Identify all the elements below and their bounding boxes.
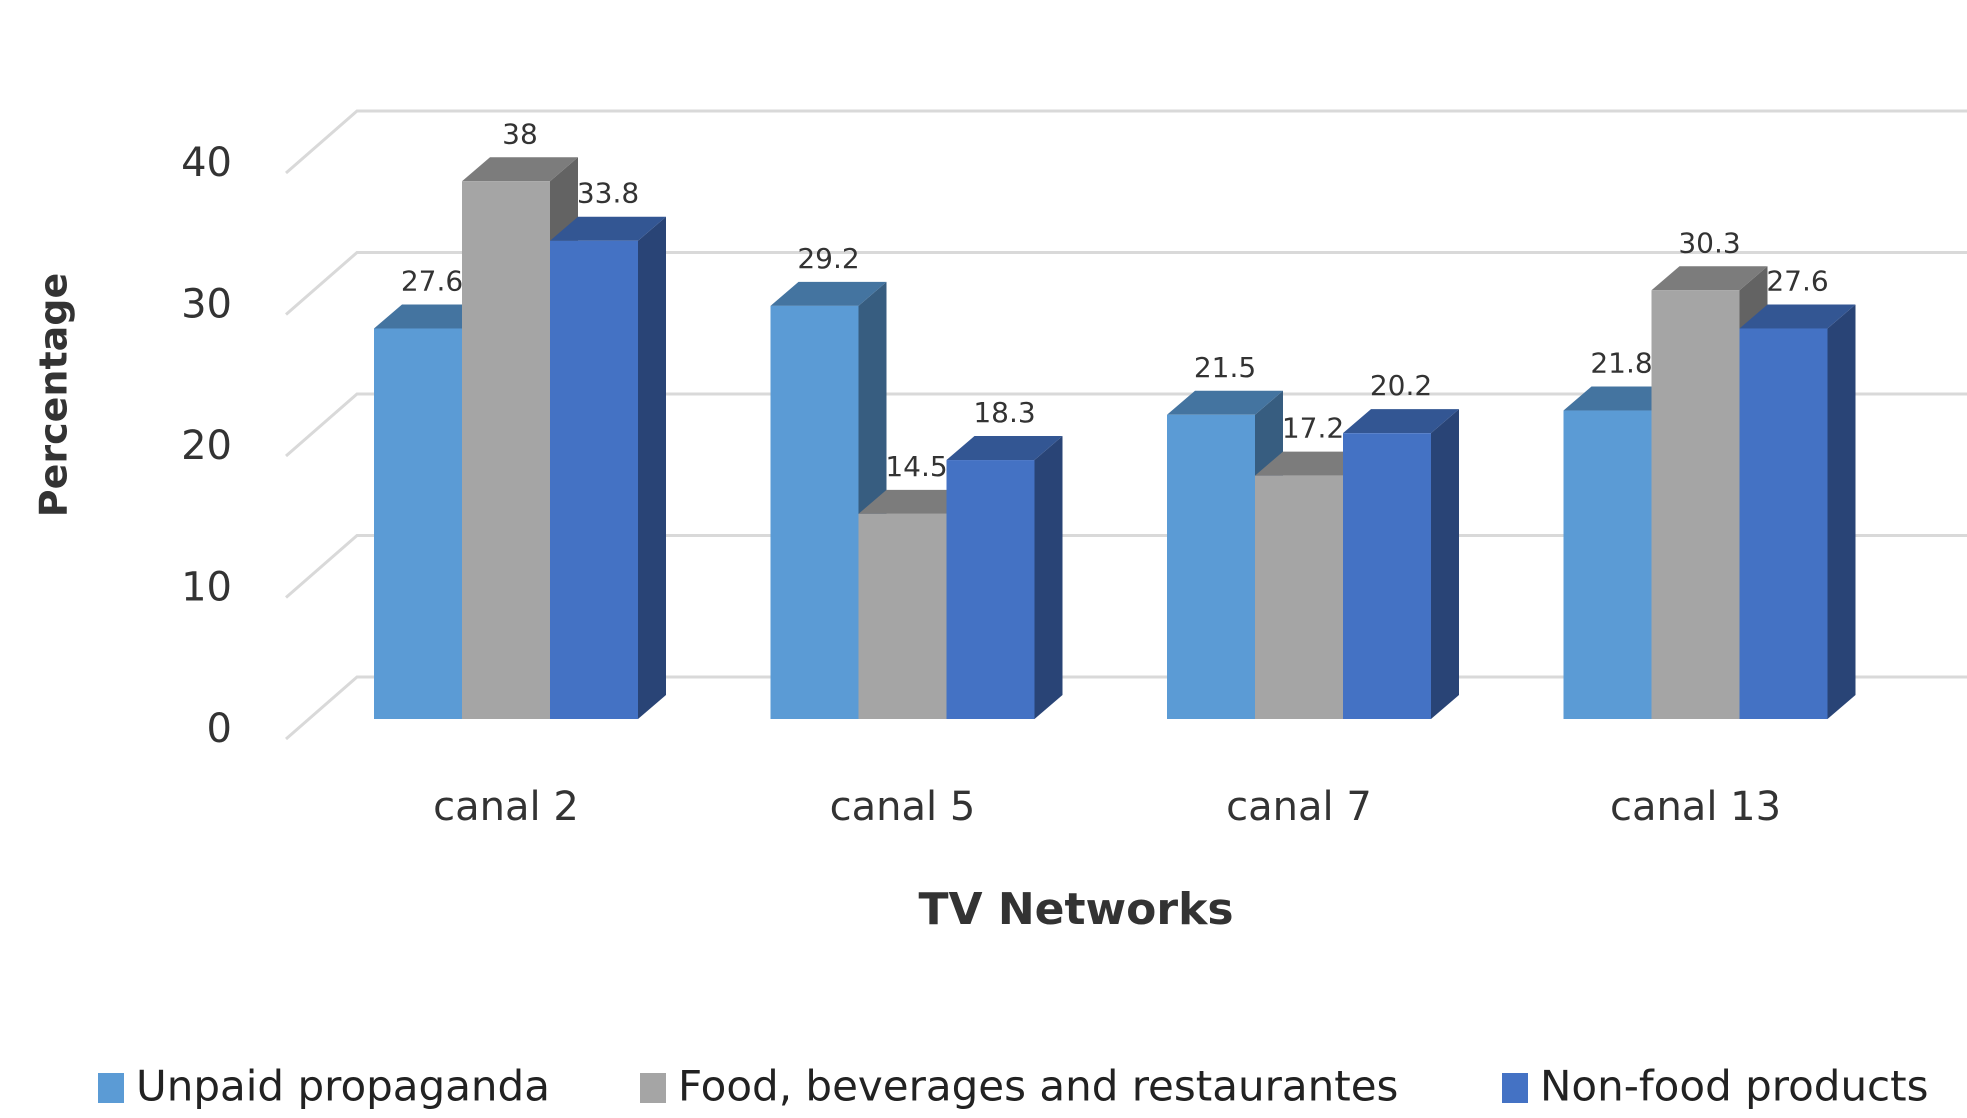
bar <box>550 240 638 720</box>
y-axis-title: Percentage <box>32 273 76 518</box>
bar <box>1167 414 1255 719</box>
bar <box>770 305 859 719</box>
bar-top <box>858 489 975 514</box>
bar-side <box>638 216 666 720</box>
bar-top <box>946 436 1063 461</box>
data-label: 21.8 <box>1590 347 1652 380</box>
legend-label: Food, beverages and restaurantes <box>678 1062 1398 1111</box>
data-label: 33.8 <box>577 177 639 210</box>
data-label: 14.5 <box>885 450 947 483</box>
bar <box>946 460 1035 719</box>
legend-label: Unpaid propaganda <box>136 1062 550 1111</box>
legend-swatch <box>1502 1073 1528 1103</box>
bar <box>462 181 550 720</box>
bar-top <box>1343 409 1459 434</box>
bar-side <box>1431 409 1459 719</box>
y-tick-label: 20 <box>181 423 232 469</box>
data-label: 27.6 <box>1766 264 1828 297</box>
data-label: 17.2 <box>1282 412 1344 445</box>
x-tick-label: canal 2 <box>433 784 579 830</box>
bar <box>858 513 947 719</box>
bar-top <box>462 157 578 182</box>
y-tick-label: 10 <box>181 565 232 611</box>
bar-top <box>550 216 666 241</box>
y-tick-label: 0 <box>207 706 232 752</box>
data-label: 38 <box>502 117 538 150</box>
data-label: 29.2 <box>797 242 859 275</box>
bar-top <box>770 281 887 306</box>
data-label: 21.5 <box>1194 351 1256 384</box>
bar <box>374 328 462 719</box>
bar <box>1739 328 1828 719</box>
bar-top <box>1255 451 1371 476</box>
y-tick-label: 30 <box>181 282 232 328</box>
bar <box>1651 290 1740 719</box>
legend-swatch <box>98 1073 124 1103</box>
x-tick-label: canal 7 <box>1226 784 1372 830</box>
data-label: 27.6 <box>401 264 463 297</box>
grid-line <box>285 251 1967 316</box>
bar <box>1255 475 1343 719</box>
legend-label: Non-food products <box>1540 1062 1929 1111</box>
x-axis-title: TV Networks <box>918 884 1233 935</box>
bar <box>1343 433 1431 719</box>
x-tick-label: canal 5 <box>830 784 976 830</box>
legend-swatch <box>640 1073 666 1103</box>
data-label: 30.3 <box>1678 226 1740 259</box>
x-tick-label: canal 13 <box>1610 784 1781 830</box>
bar-top <box>1651 266 1768 291</box>
bar-top <box>374 304 490 329</box>
bar <box>1563 410 1652 719</box>
y-tick-label: 40 <box>181 140 232 186</box>
bar-side <box>1827 304 1856 719</box>
bar-top <box>1739 304 1856 329</box>
data-label: 20.2 <box>1370 369 1432 402</box>
data-label: 18.3 <box>973 396 1035 429</box>
grid-line <box>285 392 1967 458</box>
bar-top <box>1563 386 1680 411</box>
bar-side <box>1034 436 1063 719</box>
bar-top <box>1167 390 1283 415</box>
grid-line <box>285 109 1967 175</box>
